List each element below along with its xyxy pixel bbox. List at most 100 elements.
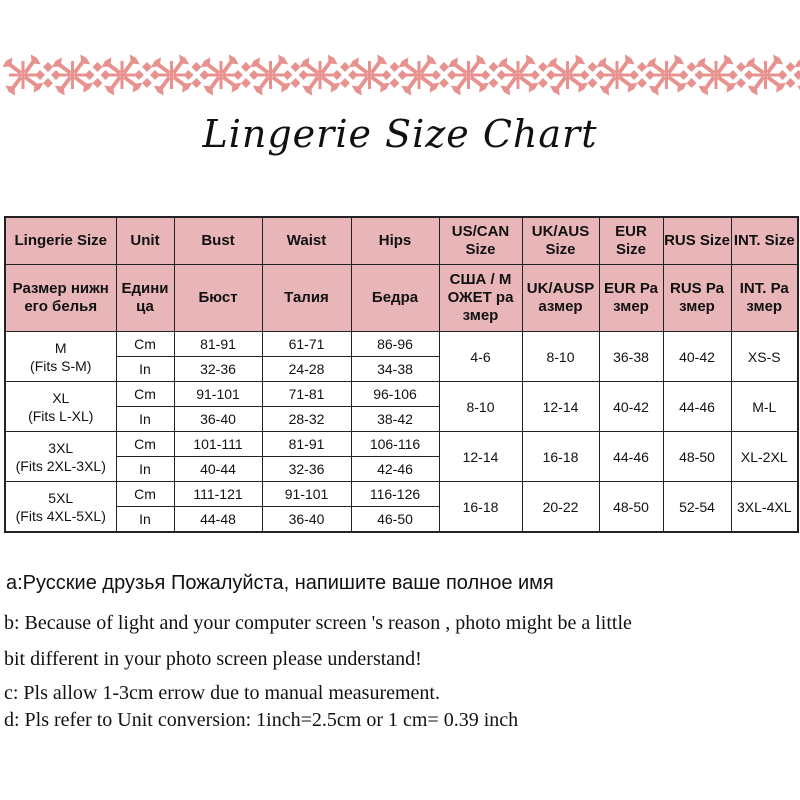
- int-size-cell: M-L: [730, 381, 799, 432]
- measure-cell: 96-106: [350, 381, 440, 407]
- diamond-motif: [728, 62, 754, 88]
- header-row-english: Lingerie Size Unit Bust Waist Hips US/CAN Siz…: [4, 216, 799, 265]
- snowflake-motif: [51, 54, 94, 96]
- column-header-russian: EUR Ра змер: [598, 264, 664, 332]
- diamond-motif: [777, 62, 800, 88]
- eur-size-cell: 40-42: [598, 381, 664, 432]
- snowflake-motif: [101, 54, 143, 96]
- snowflake-motif: [645, 54, 688, 96]
- rus-size-cell: 48-50: [662, 431, 732, 482]
- unit-cell: Cm: [115, 431, 175, 457]
- column-header-russian: INT. Ра змер: [730, 264, 799, 332]
- note-b-line2: bit different in your photo screen pleas…: [4, 648, 422, 670]
- snowflake-motif: [299, 54, 341, 96]
- snowflake-motif: [447, 54, 490, 96]
- snowflake-motif: [2, 54, 44, 96]
- size-cell: 5XL (Fits 4XL-5XL): [4, 481, 117, 533]
- measure-cell: 91-101: [173, 381, 263, 407]
- eur-size-cell: 44-46: [598, 431, 664, 482]
- column-header: UK/AUS Size: [521, 216, 600, 265]
- column-header: Unit: [115, 216, 175, 265]
- us-size-cell: 16-18: [438, 481, 523, 533]
- measure-cell: 44-48: [173, 506, 263, 533]
- snowflake-motif: [546, 54, 589, 96]
- us-size-cell: 12-14: [438, 431, 523, 482]
- column-header: Hips: [350, 216, 440, 265]
- diamond-motif: [629, 62, 655, 88]
- size-label: XL: [52, 389, 70, 406]
- diamond-motif: [134, 62, 160, 88]
- column-header: INT. Size: [730, 216, 799, 265]
- column-header-russian: Едини ца: [115, 264, 175, 332]
- measure-cell: 28-32: [261, 406, 352, 432]
- column-header: RUS Size: [662, 216, 732, 265]
- eur-size-cell: 36-38: [598, 331, 664, 382]
- int-size-cell: 3XL-4XL: [730, 481, 799, 533]
- eur-size-cell: 48-50: [598, 481, 664, 533]
- measure-cell: 91-101: [261, 481, 352, 507]
- diamond-motif: [233, 62, 259, 88]
- table-row: XL (Fits L-XL) Cm 91-101 71-81 96-106 8-10 1…: [4, 381, 799, 432]
- snowflake-motif: [695, 54, 737, 96]
- snowflake-motif: [200, 54, 242, 96]
- decorative-border-pattern: [2, 54, 800, 96]
- size-label: M: [54, 339, 67, 356]
- size-chart-table: Lingerie Size Unit Bust Waist Hips US/CAN Siz…: [4, 216, 799, 533]
- uk-size-cell: 20-22: [521, 481, 600, 533]
- column-header: Waist: [261, 216, 352, 265]
- table-row: M (Fits S-M) Cm 81-91 61-71 86-96 4-6 8-10 36…: [4, 331, 799, 382]
- snowflake-motif: [744, 54, 787, 96]
- rus-size-cell: 40-42: [662, 331, 732, 382]
- column-header-russian: RUS Ра змер: [662, 264, 732, 332]
- note-a: a:Русские друзья Пожалуйста, напишите ва…: [6, 572, 554, 594]
- measure-cell: 111-121: [173, 481, 263, 507]
- measure-cell: 36-40: [173, 406, 263, 432]
- snowflake-motif: [596, 54, 638, 96]
- fits-label: (Fits L-XL): [28, 407, 94, 424]
- rus-size-cell: 44-46: [662, 381, 732, 432]
- diamond-motif: [579, 62, 606, 88]
- unit-cell: In: [115, 356, 175, 382]
- diamond-motif: [530, 62, 556, 88]
- size-cell: 3XL (Fits 2XL-3XL): [4, 431, 117, 482]
- table-row: In 44-48 36-40 46-50: [5, 506, 798, 533]
- snowflake-motif: [497, 54, 539, 96]
- unit-cell: In: [115, 506, 175, 533]
- fits-label: (Fits S-M): [30, 357, 92, 374]
- column-header-russian: Талия: [261, 264, 352, 332]
- column-header-russian: Бюст: [173, 264, 263, 332]
- measure-cell: 106-116: [350, 431, 440, 457]
- size-cell: M (Fits S-M): [4, 331, 117, 382]
- unit-cell: Cm: [115, 381, 175, 407]
- snowflake-motif: [794, 57, 800, 96]
- unit-cell: In: [115, 456, 175, 482]
- snowflake-motif: [150, 54, 193, 96]
- note-c: c: Pls allow 1-3cm errow due to manual m…: [4, 682, 440, 704]
- column-header: EUR Size: [598, 216, 664, 265]
- column-header: Bust: [173, 216, 263, 265]
- column-header-russian: Бедра: [350, 264, 440, 332]
- page-title: Lingerie Size Chart: [202, 112, 598, 156]
- snowflake-motif: [249, 54, 292, 96]
- int-size-cell: XS-S: [730, 331, 799, 382]
- us-size-cell: 8-10: [438, 381, 523, 432]
- fits-label: (Fits 4XL-5XL): [15, 507, 106, 524]
- unit-cell: In: [115, 406, 175, 432]
- measure-cell: 101-111: [173, 431, 263, 457]
- fits-label: (Fits 2XL-3XL): [15, 457, 106, 474]
- measure-cell: 36-40: [261, 506, 352, 533]
- measure-cell: 116-126: [350, 481, 440, 507]
- snowflake-motif: [348, 54, 391, 96]
- diamond-motif: [183, 62, 210, 88]
- measure-cell: 86-96: [350, 331, 440, 357]
- uk-size-cell: 16-18: [521, 431, 600, 482]
- uk-size-cell: 12-14: [521, 381, 600, 432]
- uk-size-cell: 8-10: [521, 331, 600, 382]
- column-header-russian: Размер нижн его белья: [4, 264, 117, 332]
- size-cell: XL (Fits L-XL): [4, 381, 117, 432]
- header-row-russian: Размер нижн его белья Едини ца Бюст Талия Бе…: [4, 264, 799, 332]
- table-row: 5XL (Fits 4XL-5XL) Cm 111-121 91-101 116-12…: [4, 481, 799, 533]
- measure-cell: 42-46: [350, 456, 440, 482]
- measure-cell: 81-91: [173, 331, 263, 357]
- measure-cell: 32-36: [261, 456, 352, 482]
